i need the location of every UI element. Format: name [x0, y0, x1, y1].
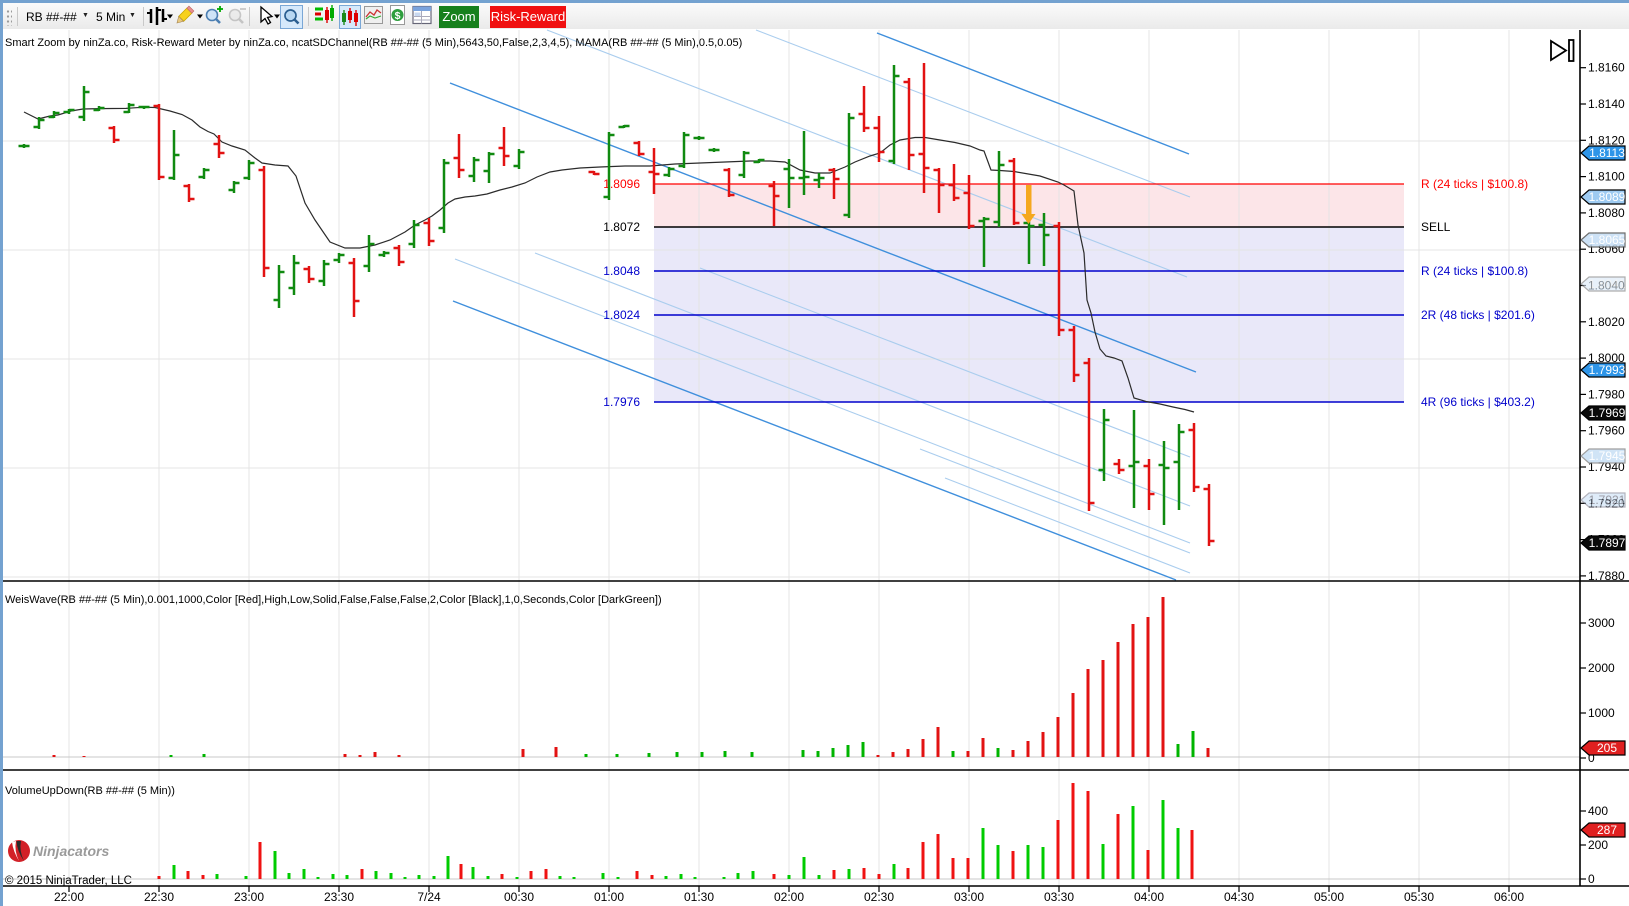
svg-text:SELL: SELL [1421, 220, 1451, 234]
svg-text:2000: 2000 [1588, 661, 1615, 675]
svg-text:0: 0 [1588, 872, 1595, 886]
svg-text:1.8080: 1.8080 [1588, 206, 1625, 220]
svg-text:VolumeUpDown(RB ##-## (5 Min)): VolumeUpDown(RB ##-## (5 Min)) [5, 785, 175, 797]
svg-text:2R (48 ticks | $201.6): 2R (48 ticks | $201.6) [1421, 308, 1535, 322]
svg-text:400: 400 [1588, 804, 1608, 818]
svg-text:02:30: 02:30 [864, 890, 894, 904]
svg-text:1.8113: 1.8113 [1589, 146, 1625, 160]
svg-text:287: 287 [1597, 823, 1617, 837]
svg-text:1.8065: 1.8065 [1589, 233, 1626, 247]
svg-text:4R (96 ticks | $403.2): 4R (96 ticks | $403.2) [1421, 395, 1535, 409]
svg-text:1.7980: 1.7980 [1588, 387, 1625, 401]
svg-text:1.8020: 1.8020 [1588, 315, 1625, 329]
svg-text:1.8000: 1.8000 [1588, 351, 1625, 365]
svg-text:1000: 1000 [1588, 706, 1615, 720]
svg-text:1.8160: 1.8160 [1588, 61, 1625, 75]
svg-text:00:30: 00:30 [504, 890, 534, 904]
svg-text:04:30: 04:30 [1224, 890, 1254, 904]
svg-text:1.7969: 1.7969 [1589, 406, 1626, 420]
svg-text:R (24 ticks | $100.8): R (24 ticks | $100.8) [1421, 177, 1528, 191]
svg-text:1.8089: 1.8089 [1589, 190, 1626, 204]
svg-text:1.7921: 1.7921 [1589, 493, 1626, 507]
svg-text:Ninjacators: Ninjacators [33, 843, 109, 859]
svg-text:05:30: 05:30 [1404, 890, 1434, 904]
svg-text:1.8048: 1.8048 [603, 264, 640, 278]
svg-text:02:00: 02:00 [774, 890, 804, 904]
svg-text:03:00: 03:00 [954, 890, 984, 904]
svg-text:1.8100: 1.8100 [1588, 170, 1625, 184]
svg-text:1.7960: 1.7960 [1588, 424, 1625, 438]
svg-text:1.7880: 1.7880 [1588, 569, 1625, 583]
svg-text:3000: 3000 [1588, 616, 1615, 630]
svg-text:22:30: 22:30 [144, 890, 174, 904]
svg-text:WeisWave(RB ##-## (5 Min),0.00: WeisWave(RB ##-## (5 Min),0.001,1000,Col… [5, 594, 662, 606]
svg-text:© 2015 NinjaTrader, LLC: © 2015 NinjaTrader, LLC [5, 875, 132, 887]
svg-text:0: 0 [1588, 751, 1595, 765]
svg-text:1.8024: 1.8024 [603, 308, 640, 322]
svg-text:$: $ [395, 10, 401, 22]
svg-text:01:30: 01:30 [684, 890, 714, 904]
svg-text:04:00: 04:00 [1134, 890, 1164, 904]
svg-text:200: 200 [1588, 838, 1608, 852]
svg-text:R (24 ticks | $100.8): R (24 ticks | $100.8) [1421, 264, 1528, 278]
svg-text:1.7976: 1.7976 [603, 395, 640, 409]
svg-text:1.8041: 1.8041 [1589, 277, 1626, 291]
svg-text:22:00: 22:00 [54, 890, 84, 904]
svg-text:05:00: 05:00 [1314, 890, 1344, 904]
svg-text:06:00: 06:00 [1494, 890, 1524, 904]
svg-text:1.7945: 1.7945 [1589, 449, 1626, 463]
svg-text:1.7897: 1.7897 [1589, 536, 1626, 550]
svg-text:1.8072: 1.8072 [603, 220, 640, 234]
svg-text:23:00: 23:00 [234, 890, 264, 904]
svg-text:1.8140: 1.8140 [1588, 97, 1625, 111]
svg-text:03:30: 03:30 [1044, 890, 1074, 904]
svg-text:23:30: 23:30 [324, 890, 354, 904]
svg-text:1.7993: 1.7993 [1589, 363, 1626, 377]
svg-text:7/24: 7/24 [417, 890, 441, 904]
svg-text:Smart Zoom by ninZa.co, Risk-R: Smart Zoom by ninZa.co, Risk-Reward Mete… [5, 37, 742, 49]
svg-text:01:00: 01:00 [594, 890, 624, 904]
svg-text:1.8096: 1.8096 [603, 177, 640, 191]
svg-text:205: 205 [1597, 741, 1617, 755]
svg-text:1.8120: 1.8120 [1588, 133, 1625, 147]
